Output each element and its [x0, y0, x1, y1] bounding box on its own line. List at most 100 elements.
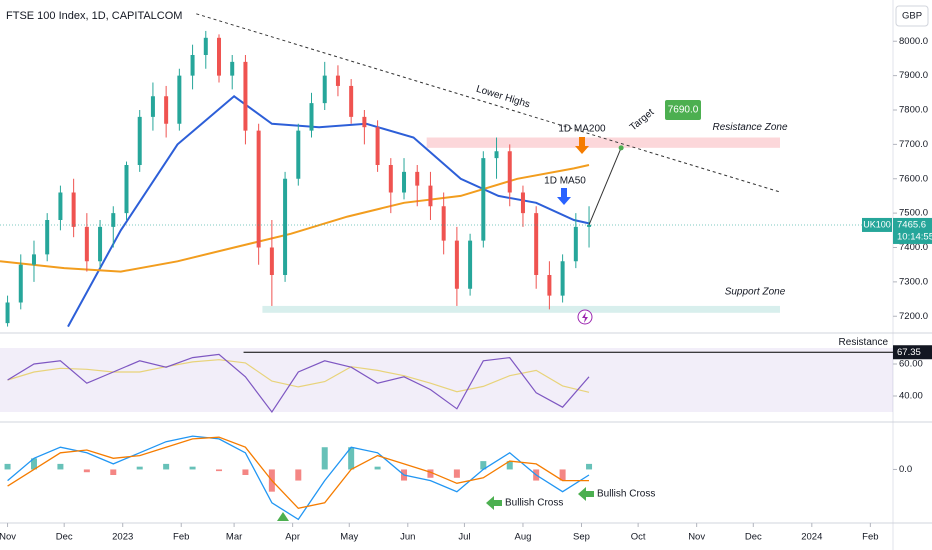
histogram-bar — [30, 458, 37, 470]
candle-body — [547, 275, 552, 296]
x-tick-label: May — [340, 532, 358, 543]
moving-average — [0, 164, 590, 273]
target-value: 7690.0 — [668, 105, 699, 116]
x-tick-label: Aug — [515, 532, 532, 543]
arrow-icon — [557, 188, 571, 205]
zone-label: Support Zone — [725, 287, 786, 298]
x-tick-label: Nov — [688, 532, 705, 543]
histogram-bar — [427, 469, 434, 478]
histogram-bar — [321, 447, 328, 470]
resistance-label: Resistance — [839, 337, 889, 348]
candle-body — [5, 302, 10, 324]
candle-body — [177, 75, 182, 124]
x-tick-label: Dec — [56, 532, 73, 543]
y-tick-label: 7700.0 — [899, 139, 928, 150]
rsi-line — [7, 353, 590, 414]
candle-body — [296, 130, 301, 179]
y-tick-label: 7400.0 — [899, 242, 928, 253]
histogram-bar — [374, 466, 381, 470]
arrow-icon — [578, 487, 594, 501]
candle-body — [45, 220, 50, 255]
resistance-value: 67.35 — [897, 347, 921, 358]
histogram-bar — [163, 463, 170, 470]
candle-body — [560, 261, 565, 296]
candle-body — [283, 178, 288, 275]
target-badge — [665, 100, 701, 120]
y-tick-label: 7600.0 — [899, 173, 928, 184]
candle-body — [494, 151, 499, 159]
chart-title: FTSE 100 Index, 1D, CAPITALCOM — [6, 10, 182, 22]
ma-label: 1D MA50 — [544, 176, 586, 187]
histogram-bar — [586, 463, 593, 470]
candle-body — [362, 116, 367, 128]
price-badge — [893, 217, 932, 244]
candle-body — [507, 151, 512, 193]
histogram-bar — [480, 461, 487, 470]
candle-body — [269, 247, 274, 275]
candle-body — [534, 213, 539, 275]
candle-body — [441, 206, 446, 241]
candle-body — [520, 192, 525, 214]
macd-line — [7, 435, 590, 521]
currency-button[interactable] — [895, 5, 929, 27]
candle-body — [230, 61, 235, 76]
event-icon — [582, 312, 588, 323]
currency[interactable]: GBP — [902, 11, 922, 22]
resistance-badge — [893, 345, 932, 360]
candle-body — [349, 85, 354, 117]
candle-body — [203, 37, 208, 55]
candle-body — [335, 75, 340, 86]
annotation: Bullish Cross — [597, 489, 655, 500]
histogram-bar — [453, 469, 460, 478]
x-tick-label: Jun — [400, 532, 415, 543]
histogram-bar — [348, 447, 355, 470]
symbol-badge — [862, 217, 892, 232]
candle-body — [31, 254, 36, 265]
candle-body — [573, 226, 578, 262]
candle-body — [124, 165, 129, 214]
histogram-bar — [216, 469, 223, 472]
y-tick-label: 7800.0 — [899, 105, 928, 116]
x-tick-label: Mar — [226, 532, 242, 543]
histogram-bar — [559, 469, 566, 481]
candle-body — [388, 165, 393, 193]
histogram-bar — [136, 466, 143, 470]
candle-body — [375, 127, 380, 165]
countdown: 10:14:55 — [897, 231, 932, 242]
candle-body — [428, 185, 433, 207]
y-tick-label: 60.00 — [899, 359, 923, 370]
candle-body — [190, 55, 195, 76]
macd-line — [7, 436, 589, 510]
x-tick-label: Sep — [573, 532, 590, 543]
candle-body — [217, 37, 222, 76]
candle-body — [256, 130, 261, 248]
x-tick-label: Oct — [631, 532, 646, 543]
arrow-icon — [486, 496, 502, 510]
candle-body — [415, 171, 420, 186]
candle-body — [84, 226, 89, 262]
candle-body — [18, 264, 23, 303]
candle-body — [322, 75, 327, 104]
x-tick-label: Jul — [458, 532, 470, 543]
histogram-bar — [57, 463, 64, 470]
y-tick-label: 7300.0 — [899, 276, 928, 287]
y-tick-label: 8000.0 — [899, 36, 928, 47]
histogram-bar — [242, 469, 249, 475]
candle-body — [71, 192, 76, 227]
candle-body — [468, 240, 473, 289]
last-price: 7465.6 — [897, 219, 926, 230]
x-tick-label: 2024 — [801, 532, 822, 543]
candle-body — [309, 103, 314, 131]
x-tick-label: Feb — [862, 532, 878, 543]
histogram-bar — [506, 461, 513, 470]
histogram-bar — [189, 466, 196, 470]
histogram-bar — [295, 469, 302, 481]
candle-body — [481, 158, 486, 241]
y-tick-label: 0.0 — [899, 464, 912, 475]
candle-body — [98, 226, 103, 262]
candle-body — [454, 240, 459, 289]
x-tick-label: Nov — [0, 532, 16, 543]
candle-body — [58, 192, 63, 220]
y-tick-label: 7200.0 — [899, 311, 928, 322]
